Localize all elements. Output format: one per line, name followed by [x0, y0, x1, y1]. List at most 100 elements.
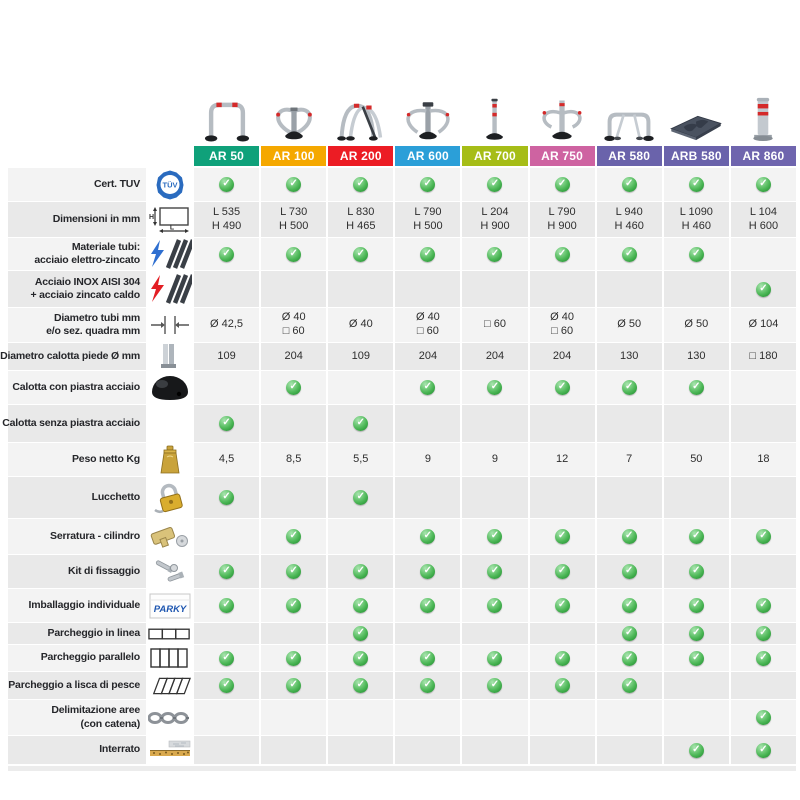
check-icon	[688, 742, 704, 758]
cell-parcheggio-parallelo-ar-100	[261, 645, 327, 671]
cell-diametro-tubi-ar-580: Ø 50	[596, 308, 662, 342]
svg-text:TÜV: TÜV	[163, 180, 178, 189]
check-icon	[487, 246, 503, 262]
check-icon	[688, 598, 704, 613]
row-diametro-tubi: Diametro tubi mm e/o sez. quadra mm Ø 42,5…	[8, 308, 796, 342]
cell-calotta-con-piastra-ar-200	[328, 371, 394, 404]
check-icon	[286, 678, 302, 693]
cell-lucchetto-arb-580	[663, 477, 729, 518]
cell-imballaggio-individuale-ar-860	[730, 589, 796, 622]
cell-parcheggio-lisca-di-pesce-ar-200	[328, 672, 394, 699]
cell-diametro-tubi-ar-50: Ø 42,5	[194, 308, 260, 342]
row-label-diametro-tubi: Diametro tubi mm e/o sez. quadra mm	[8, 308, 146, 342]
cell-parcheggio-parallelo-ar-750	[529, 645, 595, 671]
cell-peso-netto-ar-100: 8,5	[261, 443, 327, 476]
check-icon	[755, 529, 771, 544]
cell-acciaio-inox-ar-700	[462, 271, 528, 307]
check-icon	[487, 678, 503, 693]
chain-icon	[148, 700, 192, 735]
row-label-cert-tuv: Cert. TUV	[8, 168, 146, 201]
cell-peso-netto-ar-580: 7	[596, 443, 662, 476]
cell-parcheggio-in-linea-ar-600	[395, 623, 461, 644]
check-icon	[554, 678, 570, 693]
cell-kit-di-fissaggio-ar-200	[328, 555, 394, 588]
cell-diametro-calotta-ar-700: 204	[462, 343, 528, 370]
inox-steel-icon	[148, 271, 192, 307]
check-icon	[688, 626, 704, 641]
cell-acciaio-inox-arb-580	[663, 271, 729, 307]
check-icon	[621, 177, 637, 192]
tuv-badge-icon: TÜV	[148, 168, 192, 201]
cell-dimensioni-ar-700: L 204 H 900	[462, 202, 528, 237]
cell-materiale-elettrozincato-ar-700	[462, 238, 528, 270]
row-materiale-elettrozincato: Materiale tubi: acciaio elettro-zincato	[8, 238, 796, 270]
check-icon	[554, 380, 570, 395]
underground-icon	[148, 736, 192, 764]
cell-peso-netto-ar-50: 4,5	[194, 443, 260, 476]
cell-peso-netto-arb-580: 50	[663, 443, 729, 476]
cell-kit-di-fissaggio-arb-580	[663, 555, 729, 588]
icon-spacer	[148, 146, 192, 166]
cell-lucchetto-ar-600	[395, 477, 461, 518]
cell-serratura-cilindro-ar-700	[462, 519, 528, 554]
product-image-ar-580	[596, 88, 662, 144]
cell-calotta-senza-piastra-ar-600	[395, 405, 461, 442]
row-label-calotta-senza-piastra: Calotta senza piastra acciaio	[2, 405, 146, 442]
cell-interrato-ar-50	[194, 736, 260, 764]
check-icon	[420, 529, 436, 544]
check-icon	[353, 626, 369, 641]
cell-diametro-calotta-ar-100: 204	[261, 343, 327, 370]
icon-empty	[148, 405, 192, 442]
row-label-dimensioni: Dimensioni in mm	[8, 202, 146, 237]
row-cert-tuv: Cert. TUV TÜV	[8, 168, 796, 201]
cell-parcheggio-lisca-di-pesce-ar-860	[730, 672, 796, 699]
row-parcheggio-parallelo: Parcheggio parallelo	[8, 645, 796, 671]
check-icon	[621, 626, 637, 641]
check-icon	[420, 650, 436, 666]
cell-parcheggio-parallelo-ar-50	[194, 645, 260, 671]
check-icon	[487, 380, 503, 395]
check-icon	[420, 380, 436, 395]
check-icon	[420, 678, 436, 693]
product-header-ar-600: AR 600	[395, 146, 461, 166]
cell-calotta-con-piastra-ar-750	[529, 371, 595, 404]
cell-calotta-con-piastra-ar-580	[596, 371, 662, 404]
product-image-ar-600	[395, 88, 461, 144]
check-icon	[688, 650, 704, 666]
check-icon	[420, 598, 436, 613]
product-image-ar-750	[529, 88, 595, 144]
cell-imballaggio-individuale-ar-50	[194, 589, 260, 622]
cell-peso-netto-ar-600: 9	[395, 443, 461, 476]
row-label-lucchetto: Lucchetto	[8, 477, 146, 518]
cell-parcheggio-lisca-di-pesce-arb-580	[663, 672, 729, 699]
check-icon	[420, 177, 436, 192]
cell-interrato-ar-860	[730, 736, 796, 764]
cell-cert-tuv-ar-860	[730, 168, 796, 201]
cell-parcheggio-parallelo-ar-600	[395, 645, 461, 671]
cell-dimensioni-ar-50: L 535 H 490	[194, 202, 260, 237]
cell-parcheggio-in-linea-ar-750	[529, 623, 595, 644]
product-header-ar-750: AR 750	[529, 146, 595, 166]
cell-acciaio-inox-ar-860	[730, 271, 796, 307]
product-image-ar-860	[730, 88, 796, 144]
cell-parcheggio-parallelo-arb-580	[663, 645, 729, 671]
inline-parking-icon	[148, 623, 192, 644]
cell-serratura-cilindro-ar-50	[194, 519, 260, 554]
product-image-arb-580	[663, 88, 729, 144]
check-icon	[554, 598, 570, 613]
check-icon	[621, 650, 637, 666]
cell-diametro-calotta-arb-580: 130	[663, 343, 729, 370]
cell-kit-di-fissaggio-ar-580	[596, 555, 662, 588]
cell-imballaggio-individuale-ar-200	[328, 589, 394, 622]
cell-parcheggio-lisca-di-pesce-ar-700	[462, 672, 528, 699]
row-label-diametro-calotta: Diametro calotta piede Ø mm	[0, 343, 146, 370]
cell-delimitazione-aree-ar-600	[395, 700, 461, 735]
cell-cert-tuv-ar-50	[194, 168, 260, 201]
row-label-serratura-cilindro: Serratura - cilindro	[8, 519, 146, 554]
cell-parcheggio-lisca-di-pesce-ar-580	[596, 672, 662, 699]
cell-diametro-tubi-ar-200: Ø 40	[328, 308, 394, 342]
cell-diametro-calotta-ar-750: 204	[529, 343, 595, 370]
check-icon	[621, 678, 637, 693]
svg-text:H: H	[149, 214, 154, 221]
